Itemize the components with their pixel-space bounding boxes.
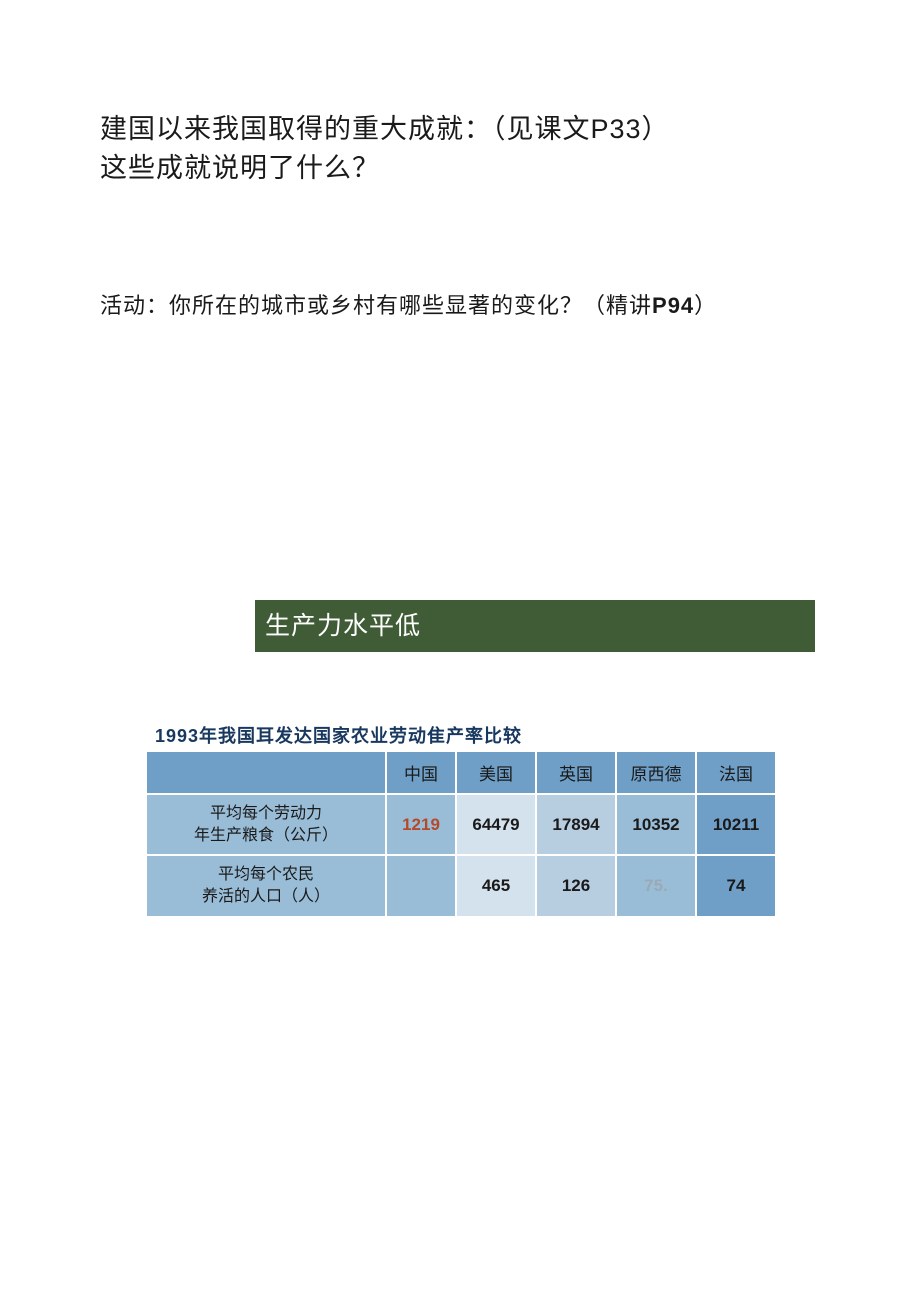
table-cell: 75. xyxy=(616,855,696,916)
heading-line-2: 这些成就说明了什么？ xyxy=(100,149,820,188)
heading-text-1a: 建国以来我国取得的重大成就：（见课文 xyxy=(100,114,591,144)
table-col-header: 英国 xyxy=(536,751,616,794)
activity-suffix: ） xyxy=(694,293,717,318)
table-col-header: 原西德 xyxy=(616,751,696,794)
table-cell: 74 xyxy=(696,855,776,916)
heading-text-1c: ） xyxy=(642,114,670,144)
table-body: 平均每个劳动力年生产粮食（公斤）121964479178941035210211… xyxy=(146,794,776,916)
comparison-table: 中国美国英国原西德法国 平均每个劳动力年生产粮食（公斤）121964479178… xyxy=(145,750,777,917)
table-cell: 64479 xyxy=(456,794,536,855)
table-cell: 10211 xyxy=(696,794,776,855)
table-cell: 126 xyxy=(536,855,616,916)
comparison-table-wrap: 1993年我国耳发达国家农业劳动隹产率比较 中国美国英国原西德法国 平均每个劳动… xyxy=(145,722,820,917)
table-row-label: 平均每个农民养活的人口（人） xyxy=(146,855,386,916)
table-cell: 17894 xyxy=(536,794,616,855)
table-cell xyxy=(386,855,456,916)
table-cell: 1219 xyxy=(386,794,456,855)
section-banner: 生产力水平低 xyxy=(255,600,815,652)
table-col-header: 美国 xyxy=(456,751,536,794)
table-corner-cell xyxy=(146,751,386,794)
table-row-label: 平均每个劳动力年生产粮食（公斤） xyxy=(146,794,386,855)
document-page: 建国以来我国取得的重大成就：（见课文P33） 这些成就说明了什么？ 活动：你所在… xyxy=(0,0,920,918)
table-col-header: 法国 xyxy=(696,751,776,794)
table-col-header: 中国 xyxy=(386,751,456,794)
activity-prefix: 活动：你所在的城市或乡村有哪些显著的变化？（精讲 xyxy=(100,293,652,318)
table-cell: 10352 xyxy=(616,794,696,855)
heading-ref-p33: P33 xyxy=(591,114,642,144)
activity-ref-p94: P94 xyxy=(652,293,694,318)
table-head: 中国美国英国原西德法国 xyxy=(146,751,776,794)
table-cell: 465 xyxy=(456,855,536,916)
table-header-row: 中国美国英国原西德法国 xyxy=(146,751,776,794)
table-row: 平均每个劳动力年生产粮食（公斤）121964479178941035210211 xyxy=(146,794,776,855)
heading-line-1: 建国以来我国取得的重大成就：（见课文P33） xyxy=(100,110,820,149)
activity-line: 活动：你所在的城市或乡村有哪些显著的变化？（精讲P94） xyxy=(100,288,820,320)
table-title: 1993年我国耳发达国家农业劳动隹产率比较 xyxy=(155,722,820,748)
table-row: 平均每个农民养活的人口（人） 46512675.74 xyxy=(146,855,776,916)
